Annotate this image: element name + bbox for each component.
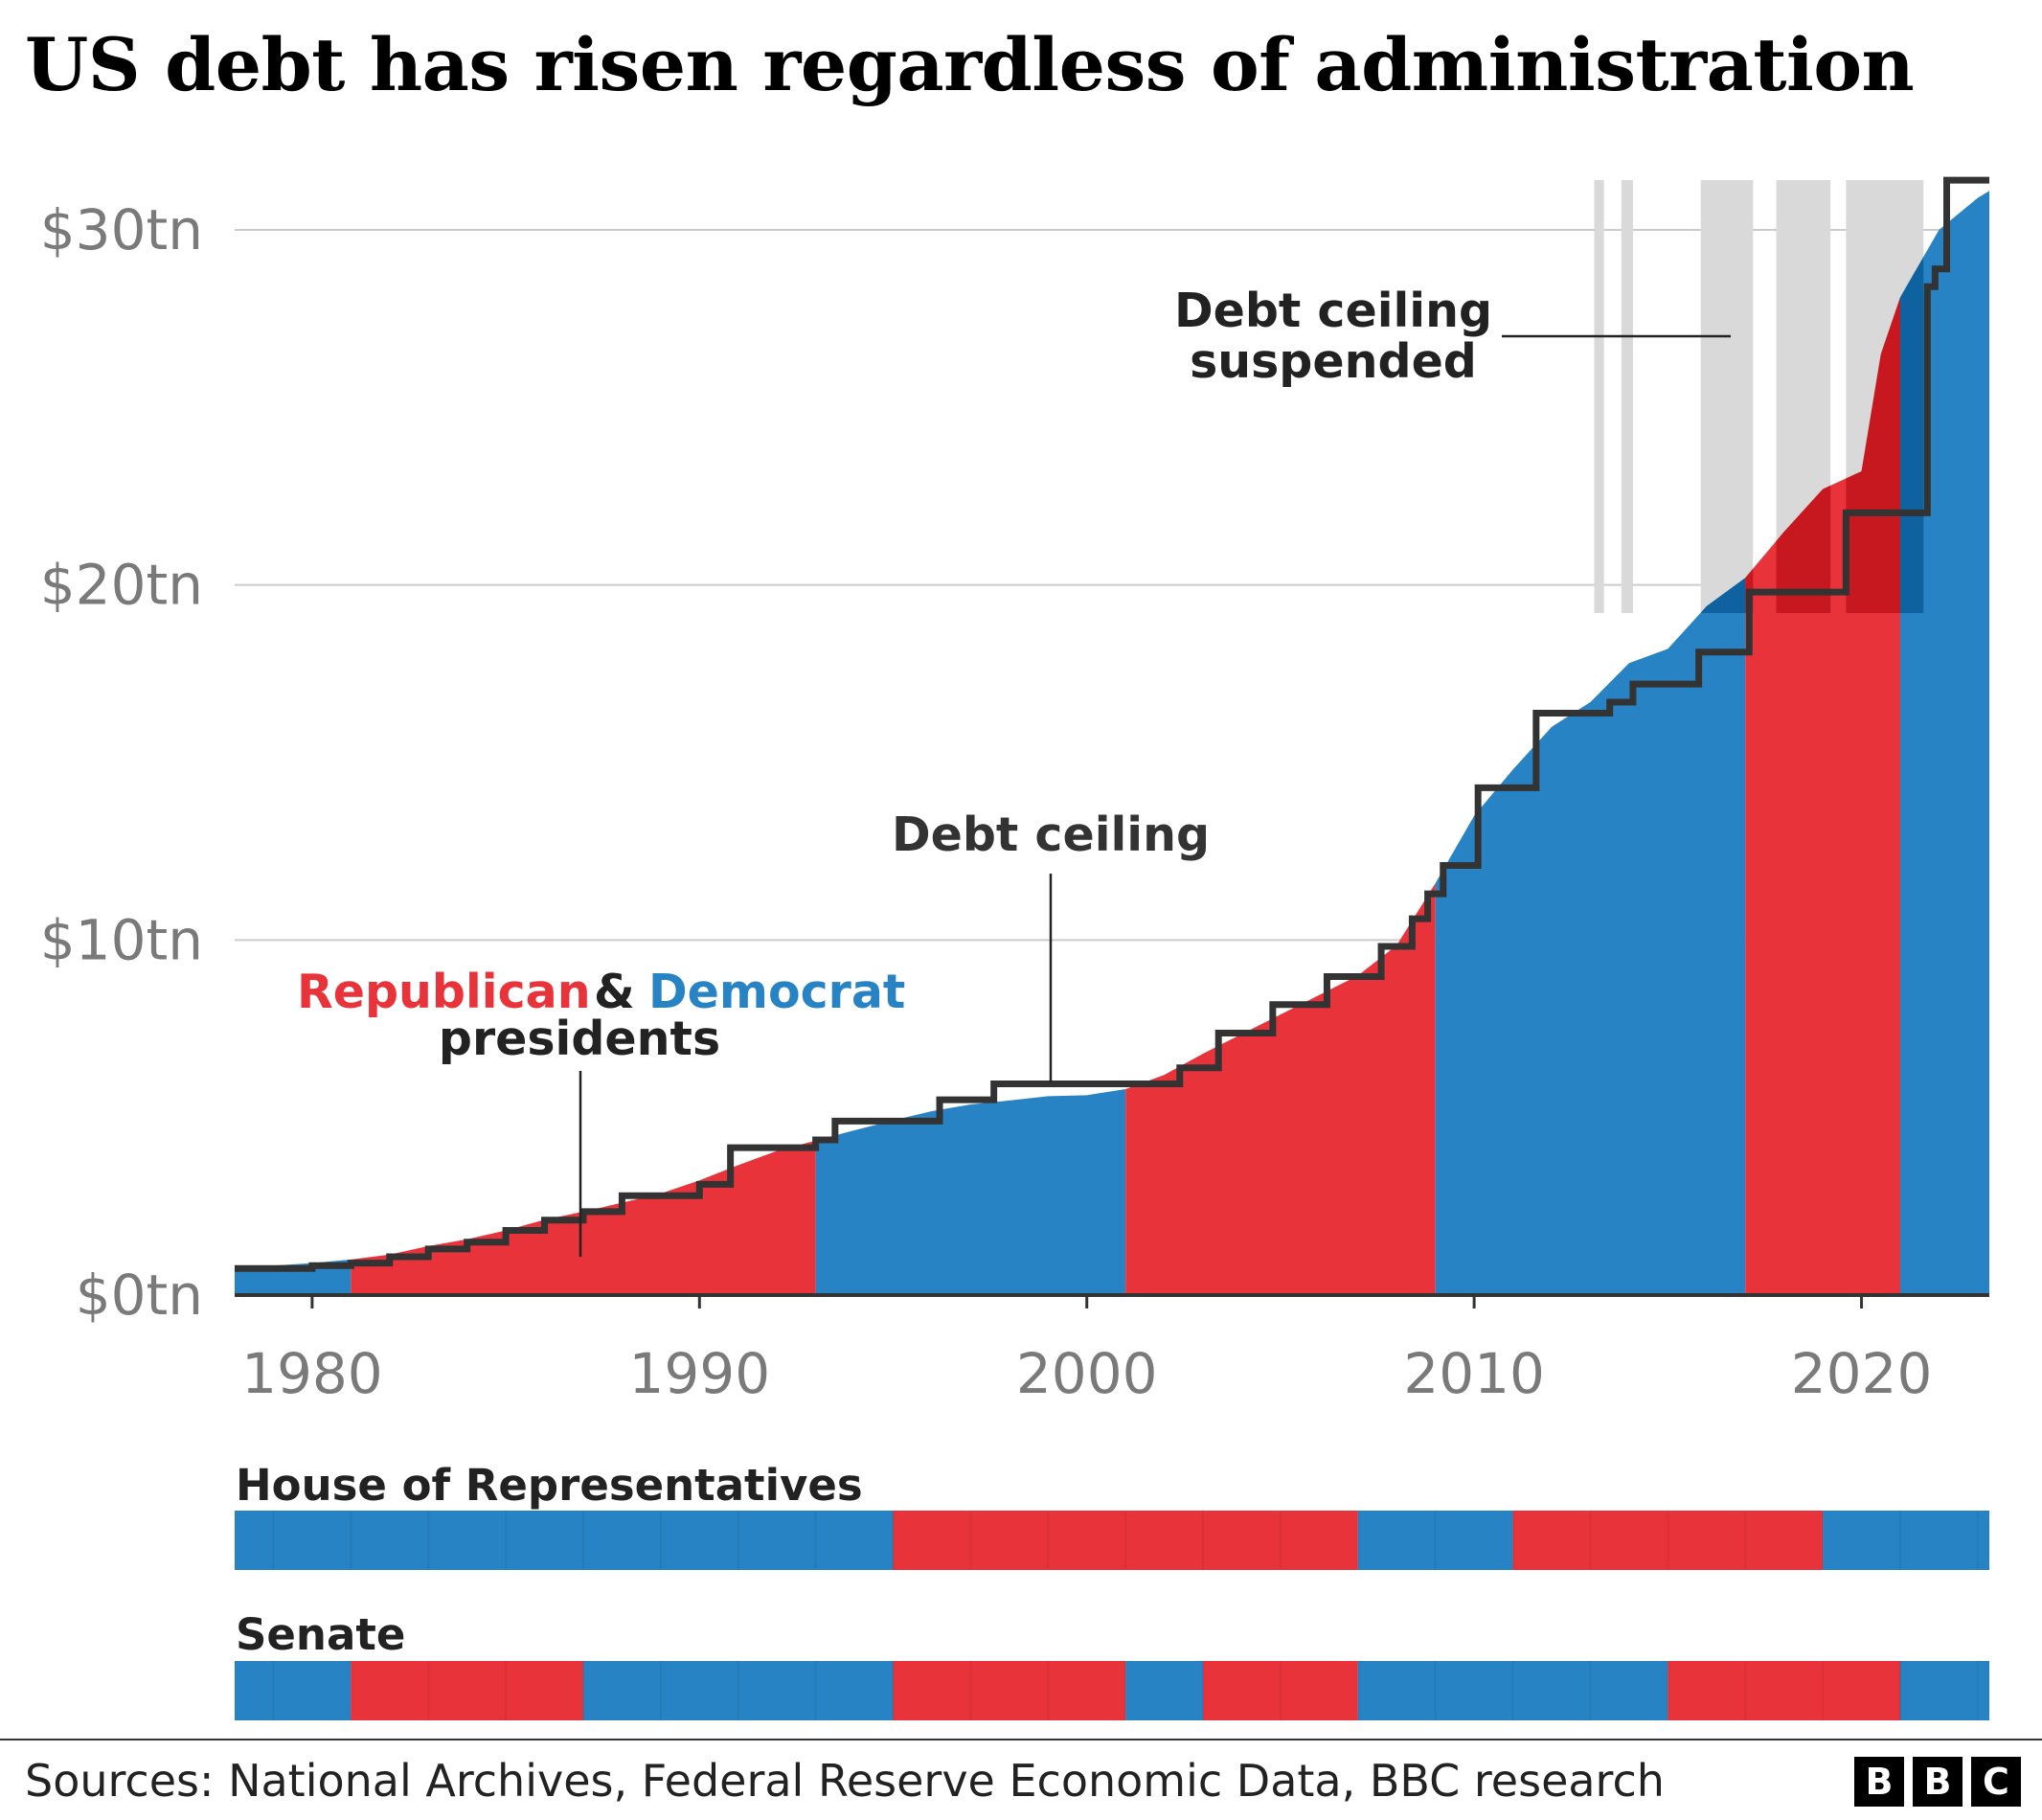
senate-period bbox=[582, 1661, 894, 1720]
senate-period bbox=[1203, 1661, 1358, 1720]
house-period bbox=[1357, 1511, 1513, 1570]
senate-period bbox=[351, 1661, 583, 1720]
footer-divider bbox=[0, 1739, 2042, 1740]
house-period bbox=[1512, 1511, 1824, 1570]
x-tick-label: 1980 bbox=[241, 1341, 383, 1406]
president-term-democrat bbox=[235, 191, 352, 1295]
house-period bbox=[1823, 1511, 1989, 1570]
president-term-republican bbox=[351, 191, 816, 1295]
x-tick-label: 2010 bbox=[1403, 1341, 1545, 1406]
y-tick-label: $30tn bbox=[40, 197, 203, 262]
axes: $0tn $10tn $20tn $30tn 1980 1990 2000 2010 2020 bbox=[40, 197, 1989, 1406]
suspended-band bbox=[1621, 180, 1633, 613]
house-period bbox=[235, 1511, 894, 1570]
logo-letter: B bbox=[1913, 1757, 1963, 1807]
suspended-label-line1: Debt ceiling bbox=[1174, 284, 1492, 338]
legend-democrat: Democrat bbox=[648, 965, 905, 1019]
house-label: House of Representatives bbox=[236, 1460, 863, 1511]
senate-period bbox=[1125, 1661, 1204, 1720]
suspended-band bbox=[1594, 180, 1604, 613]
x-tick-label: 2020 bbox=[1791, 1341, 1933, 1406]
x-tick-label: 2000 bbox=[1016, 1341, 1158, 1406]
source-note: Sources: National Archives, Federal Rese… bbox=[25, 1755, 1665, 1807]
y-tick-label: $0tn bbox=[76, 1263, 203, 1328]
logo-letter: C bbox=[1971, 1757, 2021, 1807]
logo-letter: B bbox=[1854, 1757, 1904, 1807]
house-period bbox=[893, 1511, 1358, 1570]
y-tick-label: $20tn bbox=[40, 553, 203, 618]
legend-presidents: presidents bbox=[439, 1012, 720, 1066]
senate-period bbox=[1668, 1661, 1900, 1720]
debt-ceiling-label: Debt ceiling bbox=[892, 808, 1210, 862]
suspended-band bbox=[1700, 180, 1754, 613]
y-tick-label: $10tn bbox=[40, 907, 203, 972]
senate-period bbox=[1357, 1661, 1668, 1720]
debt-ceiling-line bbox=[235, 176, 1989, 1272]
bbc-logo: B B C bbox=[1854, 1757, 2021, 1807]
x-tick-label: 1990 bbox=[628, 1341, 770, 1406]
annotations: Republican & Democrat presidents Debt ce… bbox=[297, 284, 1731, 1257]
senate-period bbox=[893, 1661, 1126, 1720]
senate-label: Senate bbox=[236, 1609, 405, 1660]
senate-strip: Senate bbox=[235, 1609, 1989, 1720]
senate-period bbox=[1899, 1661, 1989, 1720]
suspended-label-line2: suspended bbox=[1190, 334, 1477, 389]
senate-period bbox=[235, 1661, 352, 1720]
chart-title: US debt has risen regardless of administ… bbox=[25, 22, 1915, 107]
house-strip: House of Representatives bbox=[235, 1460, 1989, 1570]
legend-republican: Republican bbox=[297, 965, 591, 1019]
debt-ceiling-step bbox=[235, 176, 1989, 1272]
legend-and: & bbox=[594, 965, 635, 1019]
